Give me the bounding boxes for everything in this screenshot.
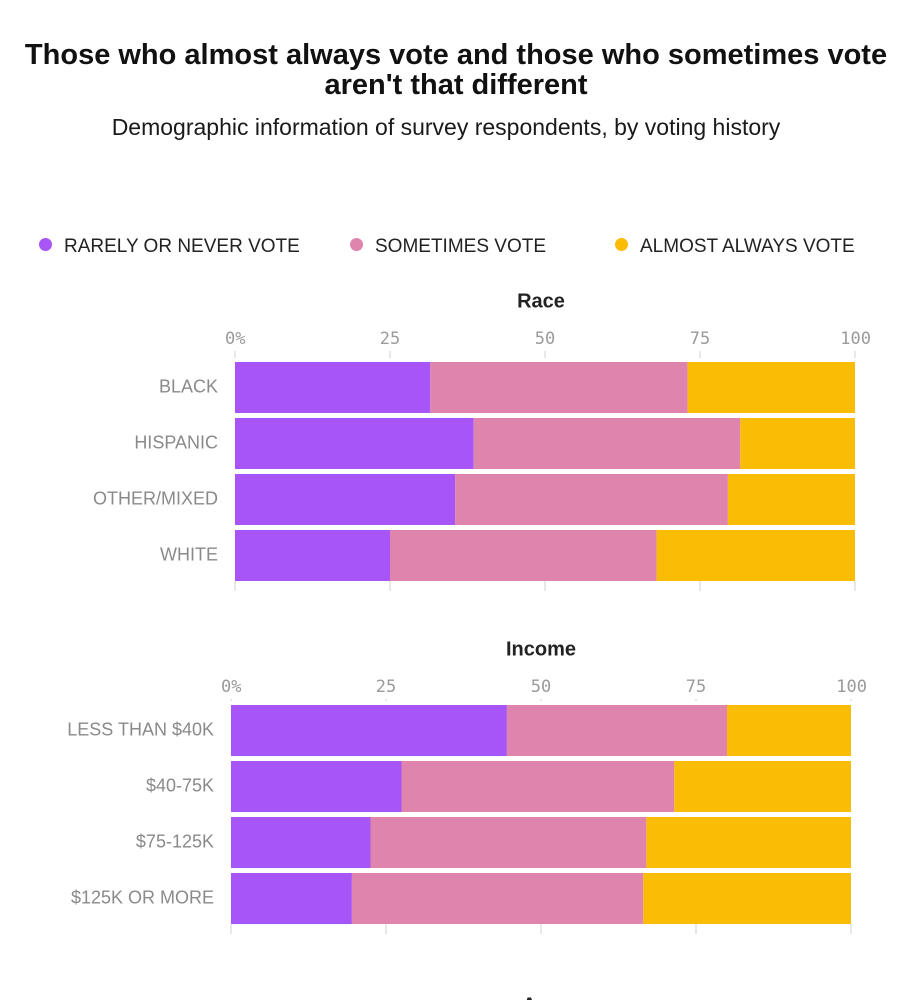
tick-label-income-3: 75 <box>686 677 706 697</box>
category-label-income-125k-or-more: $125K OR MORE <box>71 887 214 907</box>
tick-label-income-1: 25 <box>376 677 396 697</box>
legend-swatch-sometimes <box>350 238 363 251</box>
bar-race-white-always <box>656 530 855 581</box>
bar-income-40-75k-always <box>674 761 851 812</box>
tick-label-income-4: 100 <box>836 677 867 697</box>
category-label-race-other-mixed: OTHER/MIXED <box>93 488 218 508</box>
panel-title-age: Age <box>522 994 560 1000</box>
legend-label-rarely: RARELY OR NEVER VOTE <box>64 236 300 257</box>
legend: RARELY OR NEVER VOTE SOMETIMES VOTE ALMO… <box>0 236 912 260</box>
bar-income-75-125k-always <box>646 817 851 868</box>
chart-title: Those who almost always vote and those w… <box>24 39 888 101</box>
bar-race-other-mixed-rarely <box>235 474 456 525</box>
legend-item-sometimes: SOMETIMES VOTE <box>350 236 546 258</box>
tick-label-race-3: 75 <box>690 329 710 349</box>
panel-title-race: Race <box>517 290 565 312</box>
bar-race-white-sometimes <box>390 530 657 581</box>
bar-race-black-always <box>687 362 855 413</box>
legend-item-always: ALMOST ALWAYS VOTE <box>615 236 855 258</box>
tick-label-race-4: 100 <box>840 329 871 349</box>
bar-income-125k-or-more-sometimes <box>351 873 644 924</box>
bar-income-75-125k-sometimes <box>370 817 647 868</box>
bar-income-75-125k-rarely <box>231 817 371 868</box>
bar-race-black-sometimes <box>430 362 688 413</box>
legend-swatch-always <box>615 238 628 251</box>
bar-race-hispanic-sometimes <box>473 418 741 469</box>
bar-race-white-rarely <box>235 530 390 581</box>
tick-label-race-1: 25 <box>380 329 400 349</box>
bar-race-hispanic-rarely <box>235 418 474 469</box>
tick-label-income-2: 50 <box>531 677 551 697</box>
panel-title-income: Income <box>506 638 576 660</box>
tick-label-income-0: 0% <box>221 677 241 697</box>
legend-swatch-rarely <box>39 238 52 251</box>
category-label-race-hispanic: HISPANIC <box>134 432 218 452</box>
category-label-income-75-125k: $75-125K <box>136 831 214 851</box>
chart-subtitle: Demographic information of survey respon… <box>111 114 781 140</box>
category-label-race-black: BLACK <box>159 376 218 396</box>
tick-label-race-2: 50 <box>535 329 555 349</box>
bar-race-other-mixed-always <box>727 474 855 525</box>
bar-income-40-75k-rarely <box>231 761 402 812</box>
bar-income-40-75k-sometimes <box>401 761 675 812</box>
bar-income-125k-or-more-rarely <box>231 873 352 924</box>
tick-label-race-0: 0% <box>225 329 245 349</box>
category-label-race-white: WHITE <box>160 544 218 564</box>
bar-income-less-than-40k-sometimes <box>506 705 727 756</box>
legend-label-sometimes: SOMETIMES VOTE <box>375 236 547 257</box>
category-label-income-40-75k: $40-75K <box>146 775 214 795</box>
legend-label-always: ALMOST ALWAYS VOTE <box>640 236 855 257</box>
bar-race-hispanic-always <box>740 418 855 469</box>
category-label-income-less-than-40k: LESS THAN $40K <box>67 719 214 739</box>
bar-income-125k-or-more-always <box>643 873 851 924</box>
legend-item-rarely: RARELY OR NEVER VOTE <box>39 236 300 258</box>
bar-income-less-than-40k-rarely <box>231 705 507 756</box>
bar-race-black-rarely <box>235 362 431 413</box>
bar-income-less-than-40k-always <box>727 705 851 756</box>
bar-race-other-mixed-sometimes <box>455 474 728 525</box>
